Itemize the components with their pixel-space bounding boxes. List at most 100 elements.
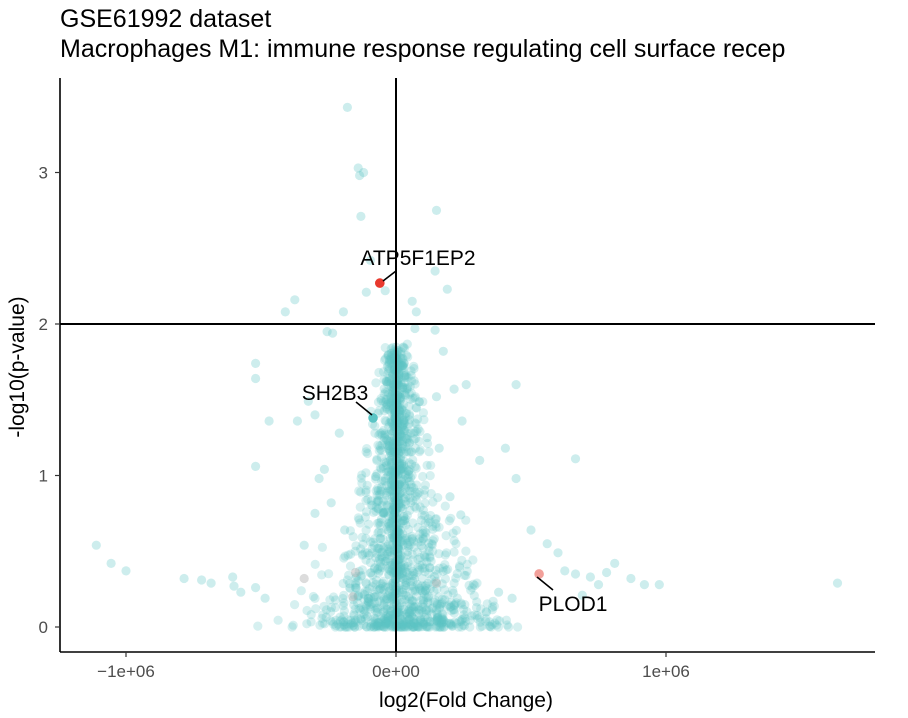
data-point [345, 583, 355, 593]
data-point [446, 618, 456, 628]
data-point [398, 512, 409, 522]
data-point [371, 474, 381, 484]
point-label: ATP5F1EP2 [360, 247, 475, 270]
data-point [418, 617, 428, 627]
data-point [251, 358, 261, 368]
data-point [451, 539, 461, 549]
data-point [372, 490, 382, 500]
data-point [369, 598, 380, 608]
data-point [398, 354, 408, 364]
data-point [424, 538, 434, 548]
data-point [402, 446, 412, 457]
data-point [361, 447, 371, 457]
data-point [396, 378, 406, 388]
data-point [403, 546, 413, 557]
data-point [358, 539, 368, 549]
data-point [253, 621, 263, 631]
data-point [422, 621, 432, 631]
data-point [406, 388, 416, 398]
data-point [401, 578, 411, 588]
data-point [406, 620, 416, 630]
data-point [428, 497, 438, 507]
data-point [371, 579, 381, 589]
data-point [449, 600, 459, 610]
data-point [425, 622, 435, 632]
data-point [387, 595, 397, 605]
data-point [341, 622, 351, 632]
data-point [408, 596, 418, 606]
data-point [470, 580, 480, 591]
data-point [401, 408, 412, 418]
data-point [390, 443, 400, 453]
data-point [365, 568, 375, 578]
data-point [378, 581, 388, 591]
data-point [415, 445, 425, 455]
data-point [446, 620, 456, 630]
data-point [373, 495, 383, 505]
data-point [387, 378, 397, 388]
data-point [406, 577, 416, 587]
data-point [437, 609, 447, 619]
data-point [387, 426, 397, 436]
data-point [419, 415, 429, 425]
data-point [381, 403, 391, 413]
data-point [369, 540, 379, 550]
data-point [375, 583, 385, 594]
data-point [513, 622, 523, 632]
data-point [396, 572, 406, 583]
axes: 0 1 2 3 −1e+06 0e+00 1e+06 [39, 78, 875, 681]
data-point [404, 524, 414, 535]
data-point [507, 593, 517, 603]
data-point [406, 620, 416, 630]
data-point [380, 616, 390, 626]
data-point [374, 619, 384, 629]
data-point [373, 557, 384, 567]
data-point [383, 486, 393, 496]
data-point [426, 574, 436, 584]
data-point [409, 568, 419, 578]
data-point [321, 605, 332, 615]
data-point [398, 620, 408, 630]
data-point [396, 430, 406, 440]
data-point [450, 599, 460, 610]
data-point [442, 618, 452, 628]
data-point [396, 614, 406, 624]
data-point [405, 486, 415, 496]
data-point [414, 608, 424, 619]
data-point [400, 391, 410, 401]
data-point [387, 408, 397, 418]
data-point [348, 621, 358, 631]
data-point [407, 596, 417, 606]
data-point [359, 167, 369, 178]
data-point [408, 455, 418, 465]
data-point [418, 408, 428, 418]
data-point [372, 620, 382, 631]
data-point [368, 570, 378, 580]
data-point [386, 379, 396, 389]
data-point [373, 622, 383, 632]
data-point [408, 576, 418, 587]
data-point [387, 461, 397, 471]
data-point [409, 542, 419, 552]
data-point [328, 617, 338, 627]
data-point [475, 617, 485, 627]
data-point [397, 487, 407, 497]
data-point [387, 493, 397, 503]
data-point [382, 500, 392, 510]
data-point [360, 512, 370, 522]
data-point [414, 565, 424, 575]
data-point [364, 584, 374, 594]
data-point [384, 586, 394, 596]
data-point [400, 387, 410, 398]
data-point [424, 568, 434, 579]
data-point [449, 608, 459, 618]
data-point [428, 536, 438, 546]
data-point [409, 617, 419, 627]
data-point [378, 608, 388, 618]
data-point [383, 612, 393, 623]
data-point [405, 505, 415, 515]
data-point [354, 566, 364, 576]
data-point [427, 540, 437, 550]
data-point [314, 473, 324, 484]
data-point [410, 392, 420, 402]
